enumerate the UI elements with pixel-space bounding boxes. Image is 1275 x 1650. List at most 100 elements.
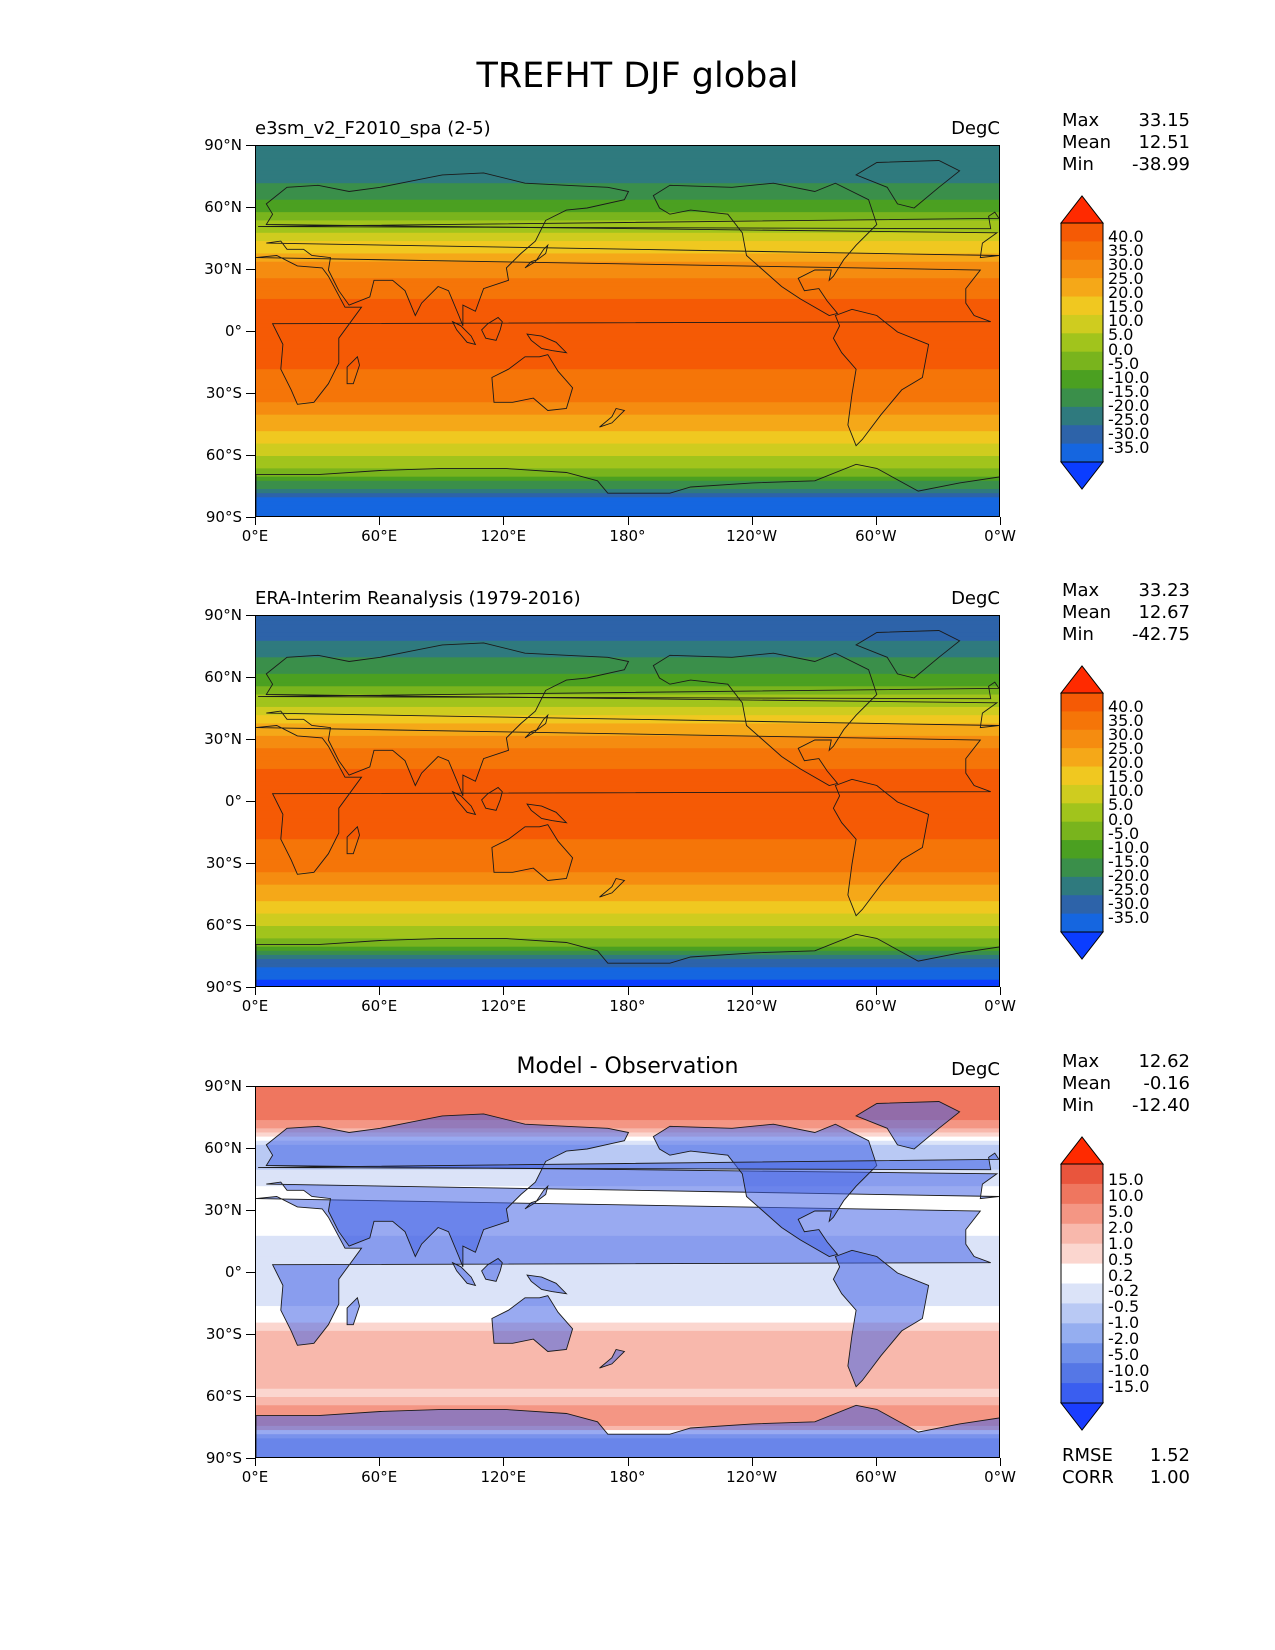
- heatmap-band: [256, 1128, 999, 1134]
- heatmap-band: [256, 624, 999, 629]
- heatmap-band: [256, 682, 999, 687]
- y-tick: [246, 269, 255, 270]
- colorbar-segment: [1061, 406, 1103, 426]
- units-label: DegC: [951, 1059, 1000, 1080]
- coastline: [491, 824, 574, 881]
- heatmap-band: [256, 294, 999, 300]
- heatmap-band: [256, 1405, 999, 1410]
- coastline: [599, 407, 626, 428]
- colorbar-tick-label: 25.0: [1108, 739, 1144, 759]
- heatmap-band: [256, 926, 999, 931]
- heatmap-band: [256, 859, 999, 865]
- x-tick: [751, 1458, 753, 1466]
- colorbar-tick-label: 25.0: [1108, 269, 1144, 289]
- lon-tick-label: 60°E: [361, 1468, 398, 1486]
- heatmap-band: [256, 1293, 999, 1299]
- heatmap-band: [256, 975, 999, 981]
- heatmap-band: [256, 744, 999, 749]
- heatmap-band: [256, 327, 999, 333]
- heatmap-band: [256, 711, 999, 716]
- heatmap-band: [256, 460, 999, 465]
- stat-label: Mean: [1062, 132, 1112, 153]
- heatmap-band: [256, 1388, 999, 1394]
- x-tick: [1000, 987, 1001, 995]
- colorbar-tick-label: -0.5: [1108, 1297, 1140, 1317]
- heatmap-band: [256, 777, 999, 782]
- heatmap-band: [256, 439, 999, 445]
- heatmap-band: [256, 241, 999, 246]
- lat-tick-label: 60°N: [204, 668, 242, 686]
- heatmap-band: [256, 1310, 999, 1315]
- colorbar-tick-label: -0.2: [1108, 1281, 1140, 1301]
- heatmap-band: [256, 781, 999, 787]
- corr-row: CORR 1.00: [1062, 1467, 1190, 1489]
- heatmap-band: [256, 822, 999, 828]
- rmse-corr-block: RMSE 1.52 CORR 1.00: [1062, 1445, 1190, 1489]
- heatmap-band: [256, 1194, 999, 1200]
- lat-tick-label: 0°: [224, 792, 242, 810]
- heatmap-band: [256, 1335, 999, 1340]
- heatmap-band: [256, 174, 999, 180]
- y-tick: [246, 455, 255, 456]
- colorbar-tick-label: 30.0: [1108, 255, 1144, 275]
- lat-tick-label: 30°N: [204, 1201, 242, 1219]
- heatmap-band: [256, 719, 999, 725]
- heatmap-band: [256, 170, 999, 176]
- colorbar-segment: [1061, 1183, 1103, 1205]
- heatmap-band: [256, 505, 999, 511]
- colorbar-segment: [1061, 876, 1103, 896]
- heatmap-band: [256, 1384, 999, 1390]
- colorbar-segment: [1061, 1263, 1103, 1284]
- heatmap-band: [256, 464, 999, 469]
- heatmap-band: [256, 1124, 999, 1129]
- x-tick: [379, 987, 381, 995]
- heatmap-band: [256, 348, 999, 354]
- heatmap-band: [256, 814, 999, 820]
- coastline: [256, 725, 991, 875]
- map-plot: [255, 615, 1000, 987]
- heatmap-band: [256, 1281, 999, 1286]
- y-tick: [246, 925, 255, 926]
- map-plot: [255, 145, 1000, 517]
- heatmap-band: [256, 224, 999, 230]
- heatmap-band: [256, 892, 999, 898]
- heatmap-band: [256, 187, 999, 193]
- heatmap-band: [256, 1343, 999, 1348]
- heatmap-band: [256, 265, 999, 271]
- heatmap-band: [256, 497, 999, 503]
- colorbar-tick-label: -1.0: [1108, 1313, 1140, 1333]
- x-tick: [751, 517, 753, 525]
- coastline: [855, 1101, 961, 1150]
- lon-tick-label: 60°E: [361, 997, 398, 1015]
- lon-tick-label: 60°W: [855, 1468, 897, 1486]
- rmse-label: RMSE: [1062, 1445, 1113, 1466]
- heatmap-band: [256, 1425, 999, 1431]
- heatmap-band: [256, 303, 999, 308]
- heatmap-band: [256, 934, 999, 939]
- heatmap-band: [256, 1273, 999, 1278]
- heatmap-band: [256, 1421, 999, 1427]
- heatmap-band: [256, 876, 999, 882]
- heatmap-band: [256, 967, 999, 973]
- coastline: [491, 1295, 574, 1352]
- heatmap-band: [256, 146, 999, 151]
- heatmap-band: [256, 245, 999, 250]
- heatmap-band: [256, 447, 999, 453]
- y-tick: [246, 863, 255, 864]
- heatmap-band: [256, 1091, 999, 1096]
- heatmap-band: [256, 1285, 999, 1291]
- colorbar-segment: [1061, 1383, 1103, 1404]
- coastline: [652, 652, 878, 786]
- rmse-value: 1.52: [1149, 1445, 1190, 1466]
- lat-tick-label: 90°S: [205, 978, 242, 996]
- colorbar-segment: [1061, 333, 1103, 353]
- stat-value: 12.51: [1138, 132, 1190, 153]
- colorbar-segment: [1061, 1283, 1103, 1304]
- coastline: [481, 786, 503, 811]
- heatmap-band: [256, 150, 999, 155]
- heatmap-band: [256, 389, 999, 395]
- colorbar-segment: [1061, 1343, 1103, 1364]
- heatmap-band: [256, 649, 999, 654]
- colorbar-tick-label: -5.0: [1108, 823, 1140, 843]
- panel-title: ERA-Interim Reanalysis (1979-2016): [255, 588, 581, 609]
